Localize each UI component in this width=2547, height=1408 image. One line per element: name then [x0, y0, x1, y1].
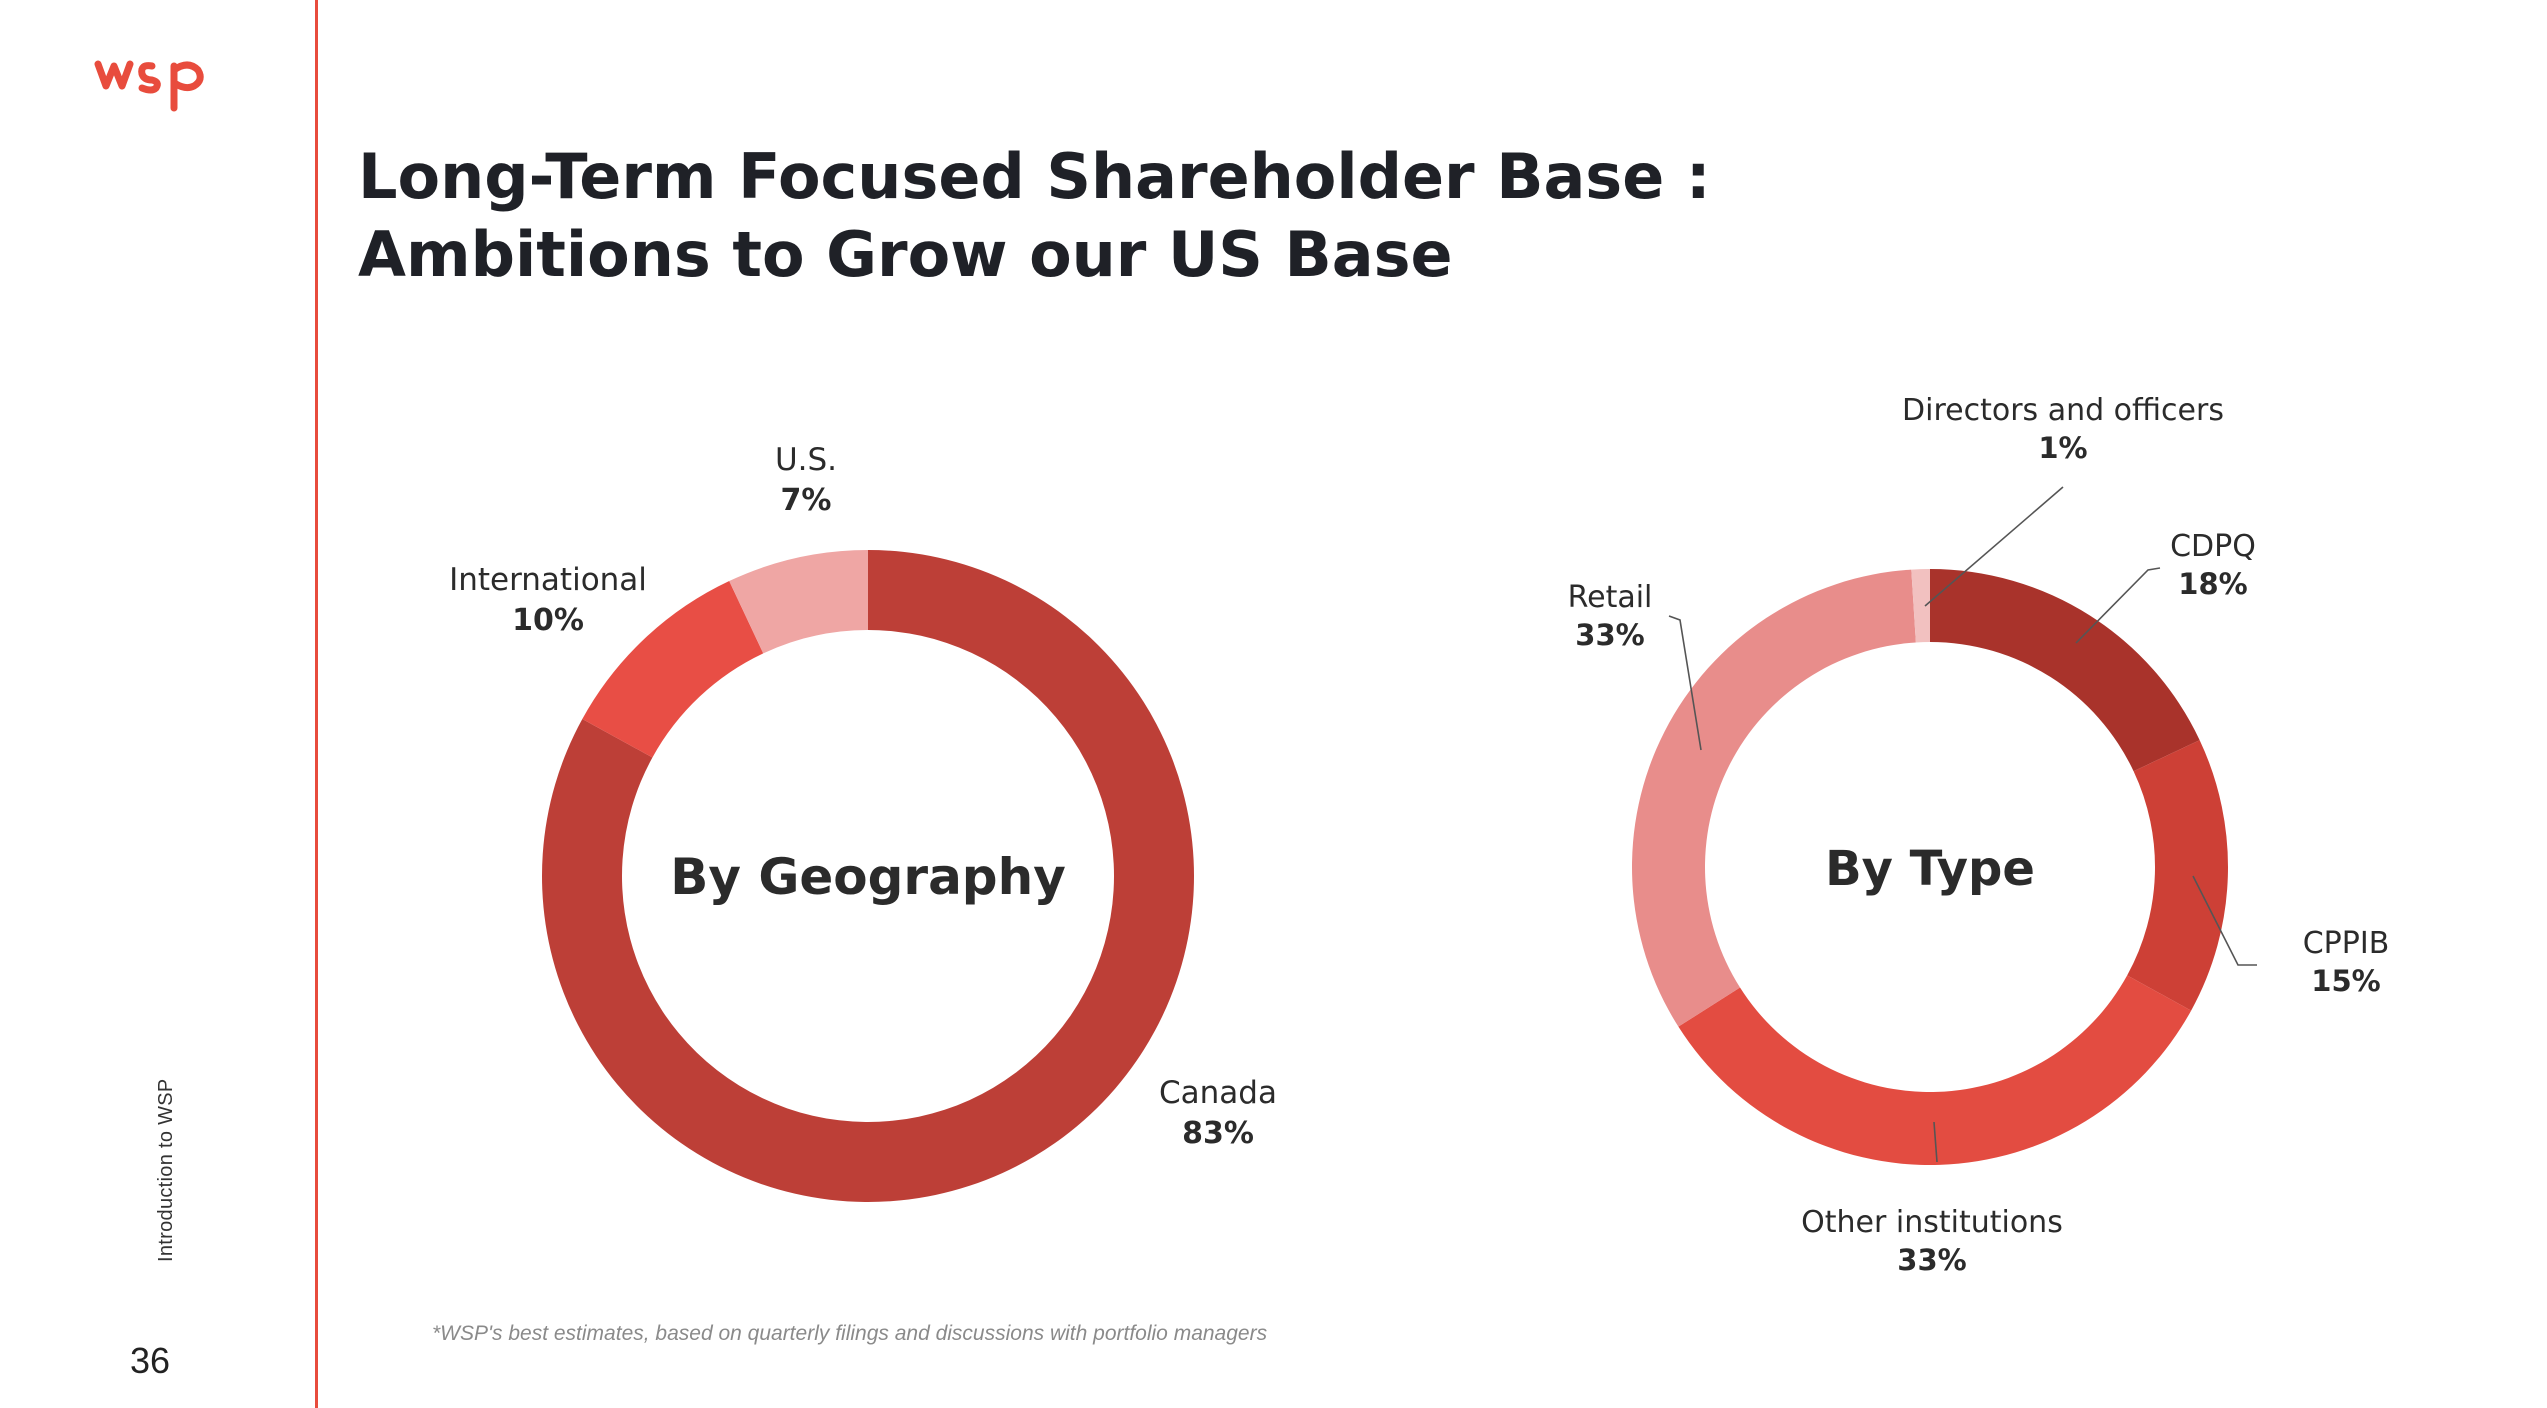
value-label-international: 10%: [512, 603, 584, 638]
page-number: 36: [130, 1340, 171, 1381]
value-label-cdpq: 18%: [2178, 567, 2247, 601]
leader-line-other-institutions: [1933, 1121, 1938, 1163]
value-label-retail: 33%: [1575, 618, 1644, 652]
slice-u-s: [729, 550, 868, 654]
title-line-1: Long-Term Focused Shareholder Base :: [358, 140, 1711, 213]
value-label-other-institutions: 33%: [1897, 1243, 1966, 1277]
value-label-directors-and-officers: 1%: [2038, 431, 2087, 465]
slice-directors-and-officers: [1911, 569, 1930, 643]
category-label-international: International: [449, 562, 647, 598]
value-label-cppib: 15%: [2311, 964, 2380, 998]
value-label-canada: 83%: [1182, 1116, 1254, 1151]
wsp-logo: [94, 60, 204, 112]
category-label-cppib: CPPIB: [2303, 926, 2390, 961]
leader-line-directors-and-officers: [1924, 486, 2064, 607]
slice-cppib: [2127, 740, 2228, 1011]
category-label-directors-and-officers: Directors and officers: [1902, 393, 2224, 428]
category-label-other-institutions: Other institutions: [1801, 1205, 2063, 1240]
chart-center-title: By Geography: [670, 848, 1066, 906]
slice-other-institutions: [1678, 975, 2192, 1166]
title-line-2: Ambitions to Grow our US Base: [358, 218, 1453, 291]
chart-center-title: By Type: [1825, 841, 2035, 897]
footnote: *WSP's best estimates, based on quarterl…: [432, 1322, 1268, 1345]
category-label-cdpq: CDPQ: [2170, 529, 2256, 564]
slice-retail: [1631, 569, 1916, 1027]
leader-line-cppib: [2192, 875, 2257, 966]
slice-cdpq: [1930, 569, 2200, 772]
category-label-canada: Canada: [1159, 1075, 1277, 1111]
slice-international: [582, 581, 764, 758]
sidebar: Introduction to WSP 36: [0, 0, 318, 1408]
sidebar-divider: [315, 0, 318, 1408]
category-label-u-s: U.S.: [775, 442, 837, 478]
leader-line-retail: [1668, 615, 1702, 751]
leader-line-cdpq: [2075, 567, 2161, 644]
category-label-retail: Retail: [1568, 580, 1653, 615]
page-title: Long-Term Focused Shareholder Base : Amb…: [358, 138, 1858, 294]
value-label-u-s: 7%: [781, 483, 832, 518]
chart-by-geography: Canada 83% International 10% U.S. 7% By Geogra…: [449, 442, 1277, 1202]
